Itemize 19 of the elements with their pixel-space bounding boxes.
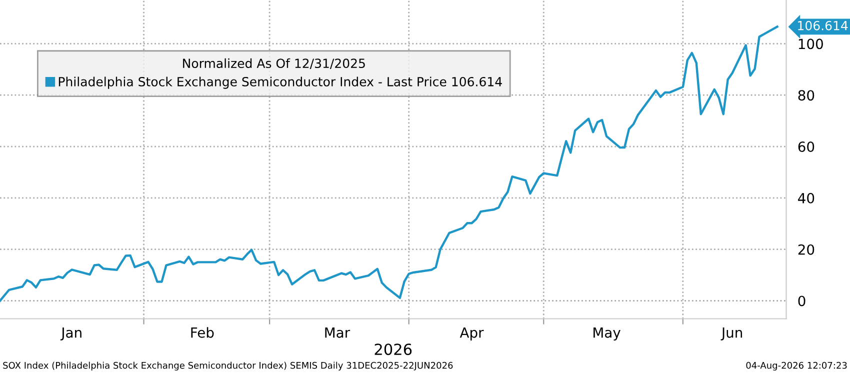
x-tick-label: May [594,328,620,341]
y-tick-label: 0 [798,296,806,306]
y-tick-label: 80 [798,90,814,101]
y-tick-label: 40 [798,192,814,204]
text: 04-Aug-2026 12:07:23 [746,362,847,370]
y-tick-label: 20 [798,244,814,255]
x-tick-label: Jan [60,328,82,340]
legend-title: Normalized As Of 12/31/2025 [183,58,365,70]
x-tick-label: Feb [191,327,214,338]
x-tick-label: Mar [325,328,350,338]
legend-label: Philadelphia Stock Exchange Semiconductor Index - Last Price 106.614 [58,76,502,89]
x-tick-label: Jun [720,328,742,340]
y-tick-label: 100 [798,38,823,50]
x-axis-title: 2026 [374,344,412,356]
x-tick-label: Apr [460,328,484,341]
line-series [0,26,778,302]
text: SOX Index (Philadelphia Stock Exchange Semiconductor Index) SEMIS Daily 31DEC2025-22JUN2026 [3,362,453,370]
y-tick-label: 60 [798,141,814,152]
annotation: 106.614 [798,20,848,30]
